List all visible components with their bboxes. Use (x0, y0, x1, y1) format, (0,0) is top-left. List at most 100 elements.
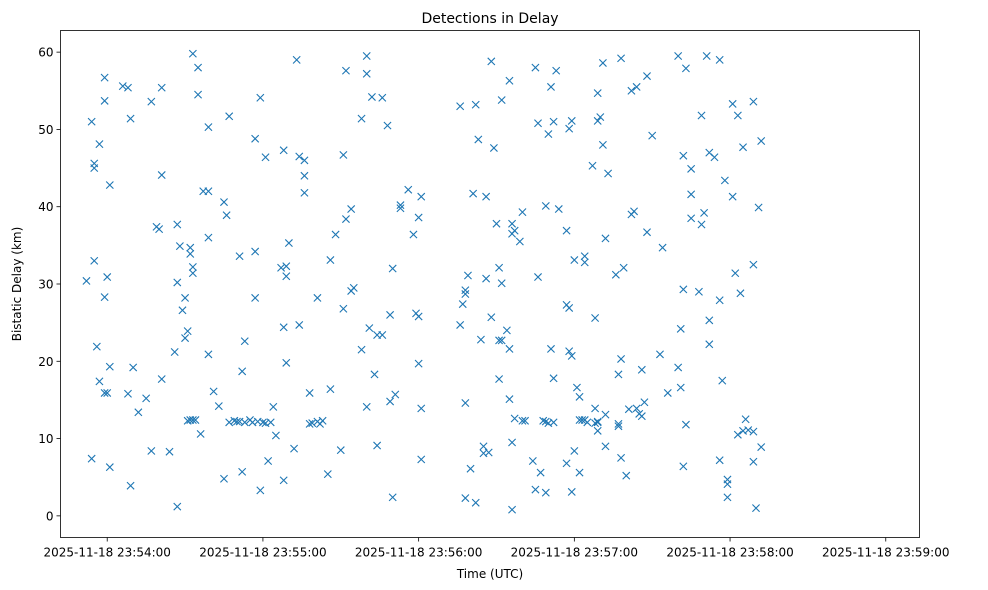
data-point (663, 388, 672, 397)
data-point (308, 419, 317, 428)
data-point (92, 342, 101, 351)
data-point (731, 269, 740, 278)
data-point (409, 230, 418, 239)
data-point (196, 429, 205, 438)
data-point (365, 324, 374, 333)
data-point (105, 362, 114, 371)
data-point (492, 219, 501, 228)
data-point (676, 383, 685, 392)
data-point (614, 422, 623, 431)
data-point (728, 99, 737, 108)
data-point (463, 271, 472, 280)
data-point (204, 187, 213, 196)
data-point (562, 226, 571, 235)
data-point (251, 293, 260, 302)
data-point (681, 420, 690, 429)
data-point (87, 117, 96, 126)
data-point (391, 390, 400, 399)
data-point (336, 446, 345, 455)
data-point (624, 405, 633, 414)
data-point (461, 286, 470, 295)
data-point (476, 335, 485, 344)
data-point (720, 176, 729, 185)
data-point (487, 57, 496, 66)
data-point (575, 468, 584, 477)
data-point (370, 370, 379, 379)
data-point (240, 337, 249, 346)
data-point (339, 304, 348, 313)
data-point (539, 416, 548, 425)
data-point (497, 336, 506, 345)
data-point (705, 316, 714, 325)
data-point (157, 171, 166, 180)
data-point (508, 505, 517, 514)
data-point (292, 55, 301, 64)
data-point (414, 213, 423, 222)
data-point (277, 263, 286, 272)
data-point (204, 123, 213, 132)
data-point (264, 456, 273, 465)
data-point (349, 283, 358, 292)
data-point (736, 289, 745, 298)
data-point (129, 363, 138, 372)
data-point (744, 426, 753, 435)
data-point (471, 498, 480, 507)
data-point (188, 49, 197, 58)
y-axis-ticks: 0 10 20 30 40 50 60 (38, 46, 61, 523)
data-point (617, 54, 626, 63)
data-point (282, 358, 291, 367)
y-tick-label: 60 (38, 46, 53, 60)
data-point (269, 402, 278, 411)
data-point (95, 377, 104, 386)
plot-area (60, 30, 920, 538)
data-point (593, 116, 602, 125)
data-point (565, 124, 574, 133)
data-point (534, 119, 542, 128)
data-point (404, 185, 413, 194)
data-point (508, 438, 517, 447)
data-point (546, 344, 555, 353)
data-point (183, 327, 192, 336)
data-point (362, 402, 371, 411)
data-point (489, 143, 498, 152)
data-point (619, 263, 628, 272)
data-point (554, 205, 563, 214)
data-point (386, 310, 395, 319)
data-point (518, 416, 527, 425)
data-point (549, 418, 558, 427)
data-point (282, 272, 291, 281)
data-point (300, 156, 309, 165)
y-tick-label: 10 (38, 432, 53, 446)
data-point (175, 242, 184, 251)
data-point (386, 397, 395, 406)
data-point (214, 402, 223, 411)
data-point (256, 93, 265, 102)
data-point (305, 419, 314, 428)
data-point (544, 130, 553, 139)
data-point (194, 90, 203, 99)
data-point (518, 208, 527, 217)
data-point (604, 169, 613, 178)
data-point (367, 92, 376, 101)
plot-frame (60, 30, 920, 538)
data-point (495, 263, 504, 272)
data-point (458, 300, 467, 309)
data-point (188, 269, 197, 278)
data-point (580, 258, 589, 267)
data-point (565, 347, 574, 356)
data-point (191, 416, 200, 425)
data-point (188, 416, 197, 425)
data-point (728, 192, 737, 201)
data-point (570, 446, 579, 455)
data-point (165, 447, 174, 456)
data-point (323, 470, 332, 479)
chart-title: Detections in Delay (421, 11, 558, 27)
data-point (655, 350, 664, 359)
data-point (575, 392, 584, 401)
data-point (251, 247, 260, 256)
data-point (474, 135, 483, 144)
data-point (282, 262, 291, 271)
data-point (718, 376, 727, 385)
data-point (687, 164, 696, 173)
data-point (82, 276, 91, 285)
